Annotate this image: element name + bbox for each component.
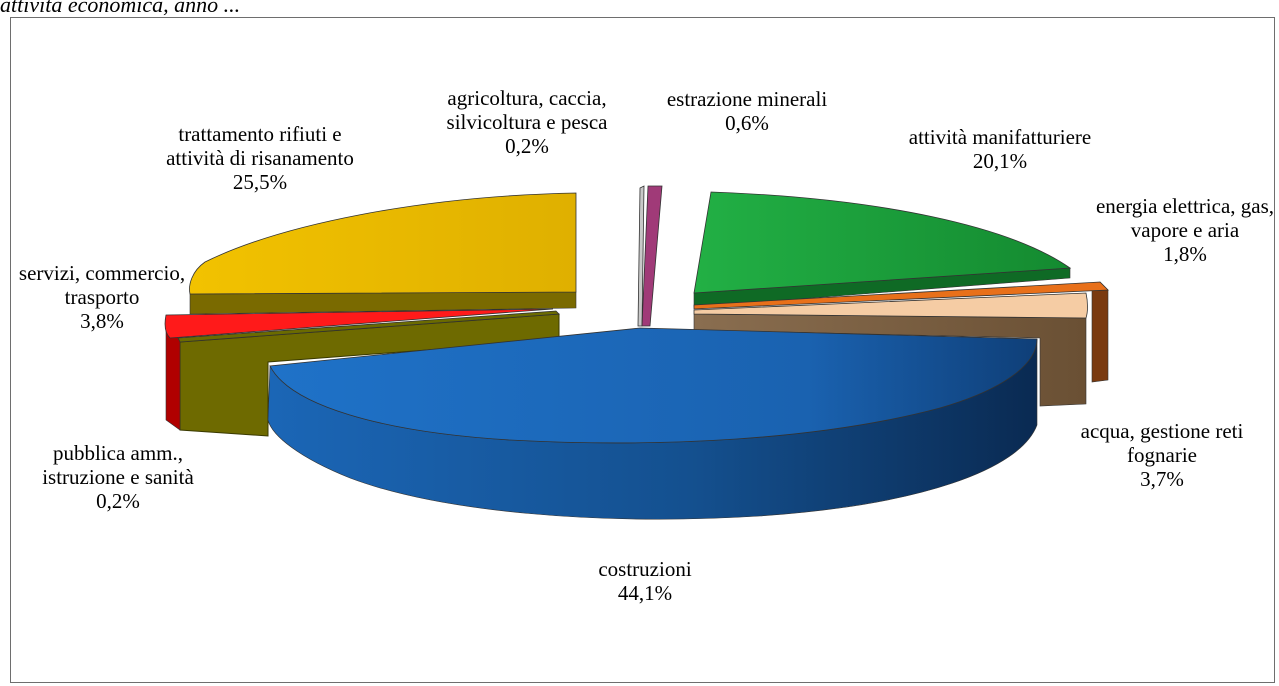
data-label-trattamento-rifiuti-e-attivita-di-risanamento: trattamento rifiuti e attività di risanam… (166, 122, 354, 194)
data-label-line: acqua, gestione reti (1081, 419, 1244, 443)
data-label-line: 3,7% (1140, 467, 1184, 491)
data-label-line: attività di risanamento (166, 146, 354, 170)
data-label-line: agricoltura, caccia, (447, 86, 606, 110)
data-label-line: pubblica amm., (53, 441, 183, 465)
data-label-energia-elettrica-gas-vapore-e-aria: energia elettrica, gas, vapore e aria 1,8% (1096, 194, 1274, 266)
data-label-line: 44,1% (618, 581, 672, 605)
data-label-attivita-manifatturiere: attività manifatturiere 20,1% (909, 125, 1092, 173)
data-label-line: 0,2% (96, 489, 140, 513)
data-label-acqua-gestione-reti-fognarie: acqua, gestione reti fognarie 3,7% (1081, 419, 1244, 491)
slice-attivita-manifatturiere (693, 191, 1072, 294)
data-label-line: istruzione e sanità (42, 465, 194, 489)
data-label-line: 25,5% (233, 170, 287, 194)
slice-energia-elettrica-gas-vapore-e-aria (693, 281, 1109, 310)
data-label-line: fognarie (1127, 443, 1197, 467)
data-label-pubblica-amm-istruzione-e-sanita: pubblica amm., istruzione e sanità 0,2% (42, 441, 194, 513)
slice-energia-elettrica-gas-vapore-e-aria-side (1091, 281, 1109, 383)
caption-fragment: attività economica, anno ... (0, 0, 241, 17)
data-label-line: servizi, commercio, (19, 261, 185, 285)
data-label-line: 20,1% (973, 149, 1027, 173)
data-label-line: 3,8% (80, 309, 124, 333)
data-label-costruzioni: costruzioni 44,1% (598, 557, 691, 605)
data-label-line: energia elettrica, gas, (1096, 194, 1274, 218)
data-label-estrazione-minerali: estrazione minerali 0,6% (667, 87, 828, 135)
data-label-line: estrazione minerali (667, 87, 828, 111)
data-label-line: costruzioni (598, 557, 691, 581)
slice-servizi-commercio-trasporto (164, 308, 554, 339)
slice-trattamento-rifiuti-e-attivita-di-risanamento (189, 192, 577, 295)
data-label-line: 0,2% (505, 134, 549, 158)
data-label-line: 0,6% (725, 111, 769, 135)
slice-costruzioni (269, 327, 1038, 444)
slice-estrazione-minerali (641, 185, 663, 327)
data-label-line: 1,8% (1163, 242, 1207, 266)
slice-acqua-gestione-reti-fognarie (693, 292, 1088, 319)
data-label-line: trattamento rifiuti e (178, 122, 341, 146)
data-label-servizi-commercio-trasporto: servizi, commercio, trasporto 3,8% (19, 261, 185, 333)
data-label-agricoltura-caccia-silvicoltura-e-pesca: agricoltura, caccia, silvicoltura e pesca… (447, 86, 609, 158)
data-label-line: vapore e aria (1131, 218, 1240, 242)
data-label-line: trasporto (65, 285, 140, 309)
data-label-line: silvicoltura e pesca (447, 110, 609, 134)
data-label-line: attività manifatturiere (909, 125, 1092, 149)
